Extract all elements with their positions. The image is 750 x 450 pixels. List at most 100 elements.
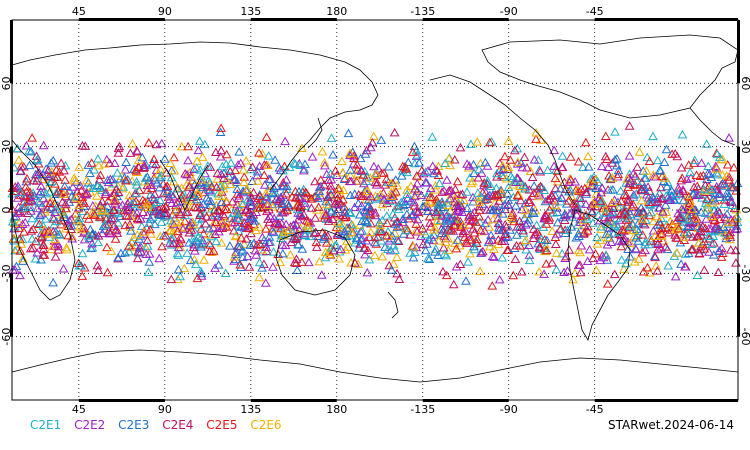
observation-marker <box>571 205 582 214</box>
observation-marker <box>70 209 81 218</box>
graticule <box>12 20 738 400</box>
observation-marker <box>333 204 343 214</box>
observation-marker <box>193 187 203 197</box>
observation-marker <box>476 192 487 201</box>
observation-marker <box>46 158 57 167</box>
observation-marker <box>518 228 529 237</box>
observation-marker <box>202 161 213 170</box>
observation-marker <box>216 238 227 247</box>
observation-marker <box>695 171 706 180</box>
observation-marker <box>684 191 694 201</box>
observation-marker <box>390 245 400 254</box>
observation-marker <box>240 205 251 215</box>
observation-marker <box>16 166 26 175</box>
observation-marker <box>11 261 22 271</box>
observation-marker <box>34 219 45 228</box>
observation-marker <box>642 152 653 162</box>
observation-marker <box>19 192 30 202</box>
observation-marker <box>19 203 30 213</box>
observation-marker <box>174 238 185 247</box>
observation-marker <box>420 245 431 255</box>
observation-marker <box>396 171 407 180</box>
observation-marker <box>267 188 278 198</box>
observation-marker <box>583 162 594 171</box>
observation-marker <box>458 226 469 235</box>
observation-marker <box>725 245 736 254</box>
observation-marker <box>468 224 479 233</box>
lat-label-right: 0 <box>739 207 750 214</box>
observation-marker <box>402 193 413 203</box>
observation-marker <box>581 187 592 196</box>
observation-marker <box>268 262 278 271</box>
observation-marker <box>575 198 586 207</box>
observation-marker <box>175 209 186 219</box>
observation-marker <box>704 234 715 243</box>
observation-marker <box>225 166 236 176</box>
observation-marker <box>376 168 387 177</box>
observation-marker <box>650 231 660 240</box>
observation-marker <box>87 238 97 248</box>
observation-marker <box>330 198 341 208</box>
observation-marker <box>257 263 267 272</box>
observation-marker <box>714 207 725 217</box>
frame-bar-top <box>422 18 509 21</box>
observation-marker <box>125 148 136 157</box>
observation-marker <box>438 266 448 276</box>
observation-marker <box>410 184 420 193</box>
observation-marker <box>709 215 720 225</box>
observation-marker <box>573 260 584 269</box>
observation-marker <box>62 244 72 254</box>
observation-marker <box>507 180 518 189</box>
observation-marker <box>575 247 586 257</box>
observation-marker <box>427 161 438 170</box>
observation-marker <box>389 127 400 137</box>
observation-marker <box>455 142 466 152</box>
observation-marker <box>214 226 224 236</box>
observation-marker <box>13 208 24 217</box>
observation-marker <box>386 191 397 200</box>
observation-marker <box>56 158 66 167</box>
observation-marker <box>503 182 514 191</box>
observation-marker <box>462 187 472 196</box>
observation-marker <box>38 221 49 230</box>
observation-marker <box>216 169 227 179</box>
observation-marker <box>51 216 62 226</box>
observation-marker <box>247 162 258 171</box>
observation-marker <box>382 218 392 227</box>
legend-item-c2e3: C2E3 <box>118 418 150 432</box>
observation-marker <box>332 193 343 203</box>
observation-marker <box>486 137 497 146</box>
observation-marker <box>662 181 672 191</box>
observation-marker <box>514 216 525 226</box>
observation-marker <box>652 211 662 221</box>
observation-marker <box>53 186 64 196</box>
observation-marker <box>359 205 370 215</box>
observation-marker <box>139 162 150 171</box>
observation-marker <box>474 164 484 174</box>
observation-marker <box>349 153 359 163</box>
observation-marker <box>57 197 68 206</box>
observation-marker <box>291 254 302 263</box>
observation-marker <box>603 232 613 242</box>
observation-marker <box>50 252 61 261</box>
observation-marker <box>549 145 559 155</box>
observation-marker <box>64 197 75 206</box>
observation-marker <box>140 173 151 182</box>
observation-marker <box>314 186 325 196</box>
observation-marker <box>295 210 306 220</box>
observation-marker <box>142 241 153 250</box>
observation-marker <box>524 197 534 207</box>
observation-marker <box>295 160 305 170</box>
observation-marker <box>60 191 71 201</box>
lat-label-left: 0 <box>0 207 13 214</box>
observation-marker <box>474 211 485 221</box>
observation-marker <box>491 201 502 210</box>
observation-marker <box>561 210 571 220</box>
observation-marker <box>327 214 338 223</box>
observation-marker <box>500 200 511 210</box>
frame-bar-left <box>10 20 13 84</box>
observation-marker <box>36 181 46 190</box>
observation-marker <box>77 192 88 201</box>
observation-marker <box>232 184 243 194</box>
observation-marker <box>262 198 273 208</box>
